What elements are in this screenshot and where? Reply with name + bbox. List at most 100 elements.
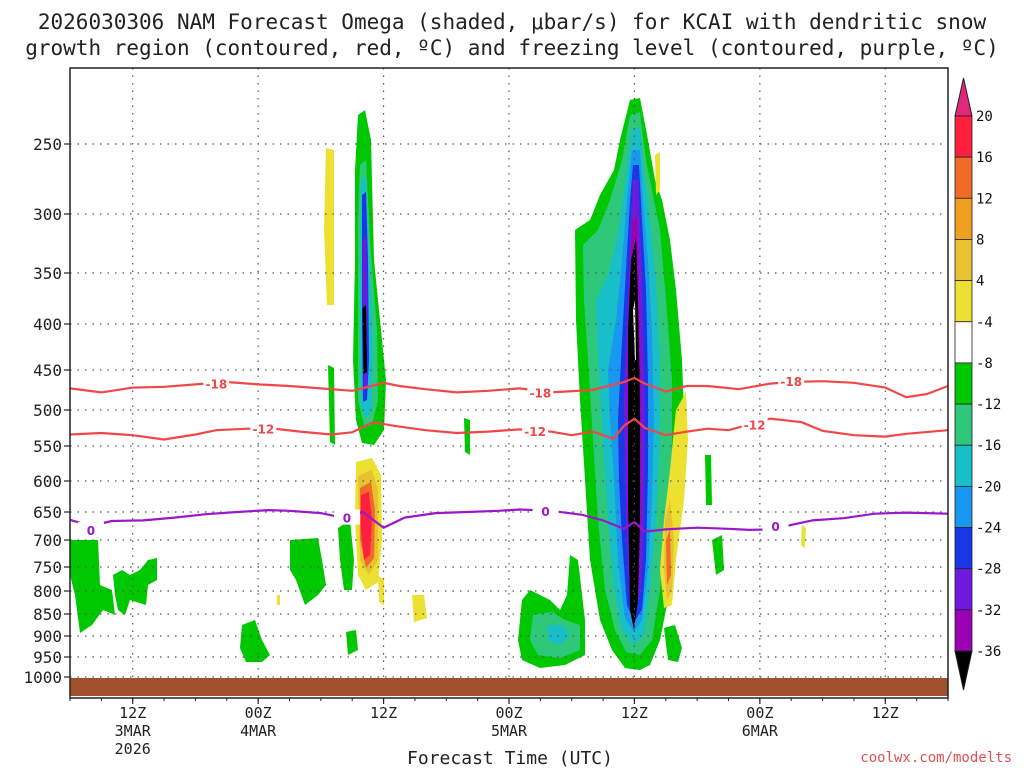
- y-tick-label: 350: [33, 264, 62, 283]
- y-tick-label: 300: [33, 205, 62, 224]
- y-tick-label: 750: [33, 558, 62, 577]
- colorbar-swatch: [954, 403, 973, 446]
- contour-label: 0: [541, 505, 549, 519]
- colorbar: 20 16 12 8 4 -4 -8 -12 -16 -20 -24 -28 -32 -36: [954, 77, 1001, 691]
- contour-label-bg: [741, 416, 768, 432]
- contour-label-bg: [333, 509, 360, 525]
- x-tick-label: 00Z: [245, 704, 272, 722]
- colorbar-label: -12: [976, 397, 1001, 413]
- x-tick-label: 12Z: [621, 704, 648, 722]
- chart-title-line-1: 2026030306 NAM Forecast Omega (shaded, μ…: [38, 10, 987, 34]
- colorbar-label: -24: [976, 521, 1001, 537]
- y-tick-label: 850: [33, 605, 62, 624]
- y-tick-label: 1000: [23, 668, 62, 687]
- contour-label-bg: [203, 375, 230, 391]
- x-tick-date: 4MAR: [240, 722, 277, 740]
- y-tick-label: 450: [33, 361, 62, 380]
- colorbar-label: 8: [976, 232, 984, 248]
- contour-label-bg: [77, 521, 104, 537]
- colorbar-label: 4: [976, 274, 984, 290]
- contour-label: -12: [744, 418, 766, 432]
- colorbar-label: -36: [976, 644, 1001, 660]
- omega-column-5mar-black: [628, 238, 640, 630]
- colorbar-swatch: [954, 197, 973, 240]
- y-tick-label: 950: [33, 648, 62, 667]
- contour-dendritic-minus12: [70, 417, 948, 441]
- omega-region-green-lower: [240, 620, 270, 662]
- contour-label-bg: [250, 420, 277, 436]
- colorbar-label: -16: [976, 438, 1001, 454]
- contour-label: -18: [530, 386, 552, 400]
- omega-region-green-e: [705, 455, 712, 505]
- colorbar-label: -8: [976, 356, 993, 372]
- omega-positive-yellow-c: [378, 575, 384, 605]
- x-tick-date: 6MAR: [742, 722, 779, 740]
- y-tick-label: 700: [33, 531, 62, 550]
- omega-region-green-tiny: [328, 365, 335, 445]
- contour-label: -12: [524, 425, 546, 439]
- y-tick-label: 500: [33, 401, 62, 420]
- colorbar-label: -32: [976, 603, 1001, 619]
- omega-positive-yellow-b: [412, 595, 427, 622]
- x-tick-label: 12Z: [872, 704, 899, 722]
- x-tick-year: 2026: [115, 740, 151, 758]
- x-axis-label: Forecast Time (UTC): [407, 748, 613, 768]
- chart-title-line-2: growth region (contoured, red, ºC) and f…: [25, 36, 999, 60]
- colorbar-swatch: [954, 568, 973, 611]
- omega-positive-yellow-top: [655, 152, 660, 195]
- colorbar-swatch: [954, 362, 973, 405]
- colorbar-swatch: [954, 444, 973, 487]
- y-tick-label: 650: [33, 503, 62, 522]
- y-tick-label: 600: [33, 472, 62, 491]
- x-tick-date: 3MAR: [115, 722, 152, 740]
- omega-region-green-mid: [290, 538, 326, 605]
- omega-region-green-sw2: [113, 558, 157, 615]
- contour-label: 0: [771, 520, 779, 534]
- omega-region-green-sw: [70, 540, 115, 633]
- colorbar-label: 20: [976, 109, 993, 125]
- colorbar-swatch: [954, 485, 973, 528]
- omega-region-green-e3: [712, 535, 724, 575]
- x-tick-label: 00Z: [746, 704, 773, 722]
- omega-positive-yellow-e: [277, 595, 280, 605]
- contour-label: -18: [205, 378, 227, 392]
- contour-label-bg: [778, 373, 805, 389]
- x-tick-label: 12Z: [119, 704, 146, 722]
- contour-label-bg: [762, 518, 789, 533]
- omega-region-green-col: [338, 520, 354, 590]
- omega-column-4mar-black: [362, 305, 367, 374]
- omega-region-5mar-lower-cyan: [548, 625, 570, 645]
- contour-label: -12: [253, 423, 275, 437]
- ground-surface: [70, 678, 948, 696]
- contour-label-bg: [522, 422, 549, 438]
- x-tick-label: 00Z: [495, 704, 522, 722]
- omega-positive-4mar-red: [361, 492, 372, 560]
- y-tick-label: 900: [33, 627, 62, 646]
- colorbar-top-arrow: [954, 77, 973, 117]
- colorbar-label: 12: [976, 191, 993, 207]
- contour-label: -18: [780, 375, 802, 389]
- y-tick-label: 400: [33, 315, 62, 334]
- colorbar-label: -28: [976, 562, 1001, 578]
- credit-text: coolwx.com/modelts: [860, 750, 1012, 766]
- y-axis: 250 300 350 400 450 500 550 600 650 700 750 800 850 9…: [23, 135, 70, 687]
- colorbar-swatch: [954, 156, 973, 199]
- omega-positive-yellow-d: [801, 525, 806, 548]
- contour-label: 0: [87, 524, 95, 538]
- omega-region-green-e2: [664, 625, 682, 662]
- x-tick-date: 5MAR: [491, 722, 528, 740]
- omega-column-5mar-gray: [633, 300, 636, 360]
- colorbar-label: 16: [976, 150, 993, 166]
- colorbar-label: -20: [976, 479, 1001, 495]
- y-tick-label: 250: [33, 135, 62, 154]
- colorbar-swatch: [954, 527, 973, 570]
- colorbar-label: -4: [976, 315, 993, 331]
- contour-label: 0: [343, 512, 351, 526]
- colorbar-swatch: [954, 609, 973, 652]
- contour-label-bg: [532, 502, 559, 518]
- omega-positive-yellow-a: [324, 148, 334, 305]
- omega-shading: [70, 98, 806, 670]
- colorbar-swatch: [954, 321, 973, 364]
